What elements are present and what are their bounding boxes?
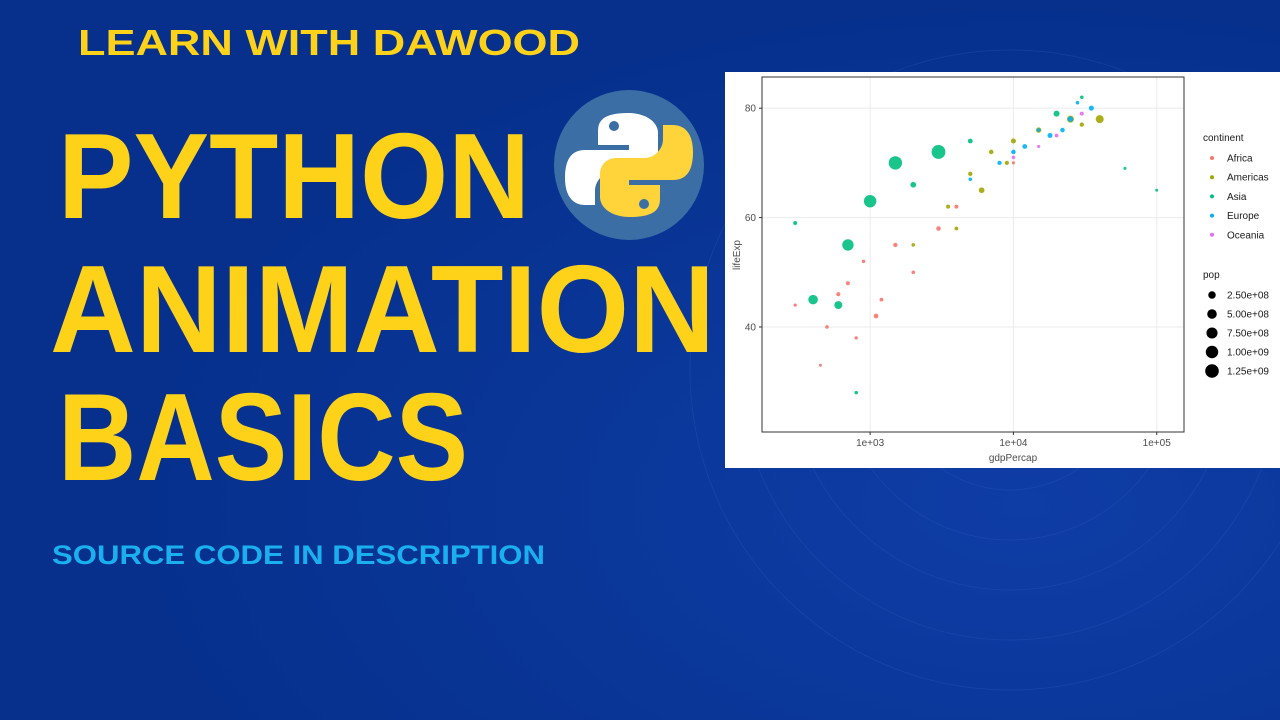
y-axis-label: lifeExp <box>732 240 743 270</box>
point <box>967 138 973 144</box>
point <box>1022 144 1028 149</box>
point <box>1037 144 1041 149</box>
point <box>1095 115 1104 124</box>
point <box>793 221 798 226</box>
legend-title: pop <box>1203 270 1220 281</box>
point <box>1036 128 1041 132</box>
point <box>873 313 879 319</box>
point <box>863 194 877 208</box>
point <box>825 325 829 329</box>
chart-background <box>725 72 1280 468</box>
plot-border <box>761 76 1185 433</box>
size-legend-dot <box>1205 364 1219 378</box>
size-legend-dot <box>1207 309 1217 319</box>
point <box>1010 138 1016 144</box>
point <box>845 281 850 286</box>
point <box>988 149 994 155</box>
legend-label: 5.00e+08 <box>1227 310 1269 321</box>
legend-label: Americas <box>1227 173 1269 184</box>
point <box>834 301 843 310</box>
point <box>1079 122 1084 127</box>
point <box>936 226 941 231</box>
legend-label: Europe <box>1227 211 1260 222</box>
title-line: BASICS <box>58 369 468 507</box>
legend-label: Asia <box>1227 192 1247 203</box>
point <box>808 294 818 305</box>
channel-name: LEARN WITH DAWOOD <box>78 22 580 63</box>
title-line: PYTHON <box>58 108 530 244</box>
point <box>836 292 841 297</box>
point <box>842 239 854 251</box>
legend-title: continent <box>1203 133 1244 144</box>
x-tick-label: 1e+03 <box>856 438 885 449</box>
x-axis-label: gdpPercap <box>989 453 1038 464</box>
point <box>911 243 916 247</box>
point <box>854 390 859 395</box>
legend-label: 2.50e+08 <box>1227 291 1269 302</box>
y-tick-label: 80 <box>745 104 757 115</box>
legend-label: 7.50e+08 <box>1227 329 1269 340</box>
y-tick-label: 60 <box>745 213 757 224</box>
point <box>793 303 797 307</box>
legend-swatch <box>1210 232 1214 237</box>
legend-label: 1.25e+09 <box>1227 367 1269 378</box>
point <box>968 171 973 176</box>
point <box>861 259 866 264</box>
point <box>1088 105 1094 111</box>
point <box>1060 127 1065 133</box>
point <box>1004 160 1009 165</box>
point <box>968 177 973 182</box>
legend-label: Africa <box>1227 154 1253 165</box>
python-logo <box>554 90 704 240</box>
point <box>893 242 898 248</box>
point <box>818 363 822 367</box>
point <box>1079 111 1084 116</box>
subtitle: SOURCE CODE IN DESCRIPTION <box>52 540 545 570</box>
size-legend-dot <box>1208 291 1216 299</box>
point <box>1047 133 1053 139</box>
point <box>954 226 959 231</box>
point <box>978 187 985 194</box>
point <box>1067 116 1074 122</box>
point <box>954 204 959 209</box>
point <box>997 160 1002 166</box>
point <box>1075 100 1080 105</box>
x-tick-label: 1e+04 <box>999 438 1028 449</box>
point <box>931 145 946 159</box>
point <box>879 297 884 302</box>
legend-label: Oceania <box>1227 230 1265 241</box>
size-legend-dot <box>1205 345 1219 359</box>
point <box>1011 155 1016 160</box>
x-tick-label: 1e+05 <box>1143 438 1172 449</box>
y-tick-label: 40 <box>745 322 757 333</box>
point <box>1011 149 1016 155</box>
point <box>911 270 916 275</box>
chart: 40 60 80 1e+03 1e+04 1e+05 Africa Americas Asia E… <box>745 77 1269 449</box>
point <box>910 181 917 188</box>
legend-swatch <box>1210 213 1214 218</box>
title-line: ANIMATION <box>50 241 715 379</box>
point <box>888 156 903 170</box>
point <box>1011 161 1015 165</box>
point <box>1054 133 1059 138</box>
legend-swatch <box>1210 175 1214 180</box>
point <box>946 204 951 209</box>
point <box>1053 110 1060 117</box>
point <box>1123 166 1127 170</box>
legend-label: 1.00e+09 <box>1227 348 1269 359</box>
legend-swatch <box>1210 194 1214 199</box>
size-legend-dot <box>1206 327 1218 339</box>
legend-swatch <box>1210 156 1214 160</box>
point <box>1155 188 1159 192</box>
point <box>1080 95 1084 100</box>
point <box>854 336 858 340</box>
